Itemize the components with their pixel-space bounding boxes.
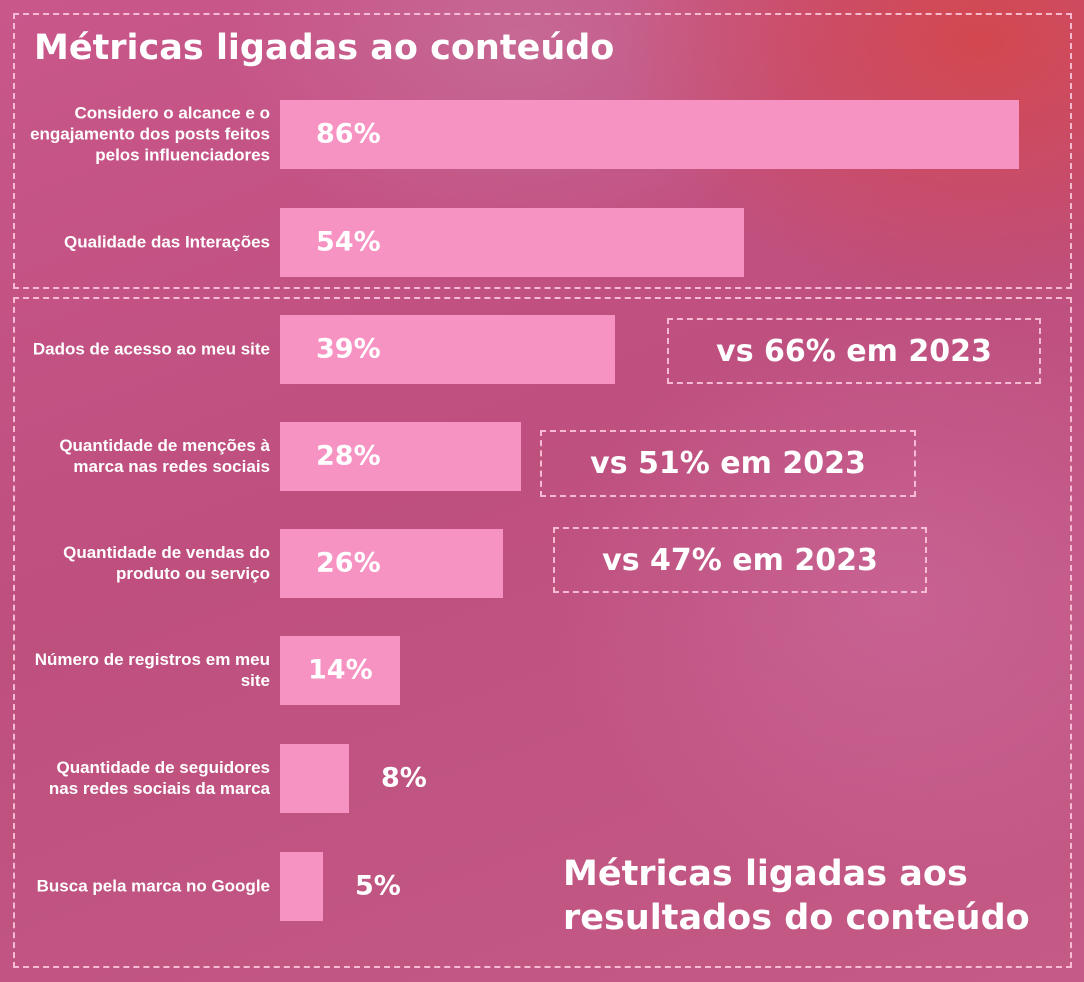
category-label: Considero o alcance e o engajamento dos … [30,103,270,165]
comparison-2023: vs 51% em 2023 [540,430,916,497]
value-label: 54% [316,226,381,258]
section-title-content: Métricas ligadas ao conteúdo [34,28,615,68]
value-label: 39% [316,333,381,365]
bar [280,852,323,921]
category-label: Dados de acesso ao meu site [32,339,270,359]
category-label: Busca pela marca no Google [36,876,270,896]
category-label: Qualidade das Interações [64,232,270,252]
category-label: Número de registros em meu site [34,650,270,690]
value-label: 14% [308,654,373,686]
bar [280,100,1019,169]
category-label: Quantidade de menções à marca nas redes … [59,436,270,476]
bar [280,422,521,491]
value-label: 5% [355,870,401,902]
bar [280,636,400,705]
value-label: 8% [381,762,427,794]
comparison-2023: vs 47% em 2023 [553,527,927,593]
category-label: Quantidade de vendas do produto ou servi… [63,543,270,583]
bar [280,208,744,277]
bar [280,315,615,384]
value-label: 26% [316,547,381,579]
content-metrics-frame [13,13,1072,289]
results-metrics-frame [13,297,1072,968]
comparison-2023: vs 66% em 2023 [667,318,1041,384]
section-title-results: Métricas ligadas aos resultados do conte… [563,852,1043,940]
section-title-results-text: Métricas ligadas aos resultados do conte… [563,854,1030,938]
bar [280,529,503,598]
category-label: Quantidade de seguidores nas redes socia… [48,758,270,798]
value-label: 86% [316,118,381,150]
value-label: 28% [316,440,381,472]
bar [280,744,349,813]
